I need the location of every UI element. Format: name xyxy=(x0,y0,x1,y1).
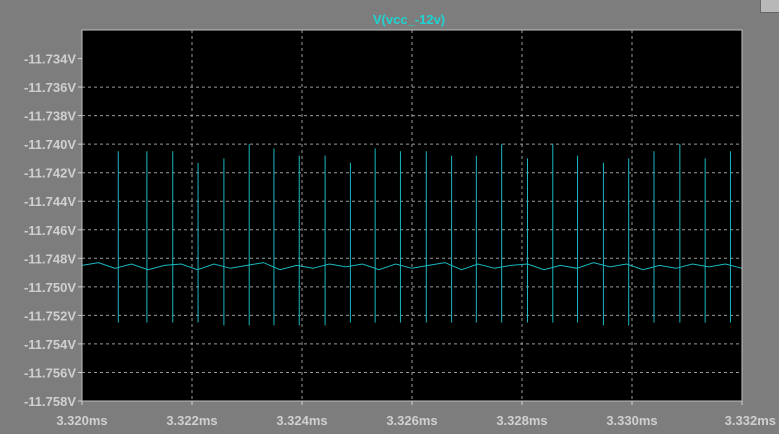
y-tick-label: -11.746V xyxy=(24,223,76,238)
x-tick-label: 3.326ms xyxy=(386,413,437,428)
y-tick-label: -11.742V xyxy=(24,166,76,181)
x-tick-label: 3.330ms xyxy=(606,413,657,428)
x-tick-label: 3.332ms xyxy=(725,413,776,428)
y-tick-label: -11.752V xyxy=(24,308,76,323)
y-tick-label: -11.734V xyxy=(24,52,76,67)
y-tick-label: -11.736V xyxy=(24,80,76,95)
y-tick-label: -11.740V xyxy=(24,137,76,152)
y-tick-label: -11.756V xyxy=(24,365,76,380)
y-tick-label: -11.754V xyxy=(24,337,76,352)
y-tick-label: -11.748V xyxy=(24,251,76,266)
y-tick-label: -11.750V xyxy=(24,280,76,295)
trace-layer xyxy=(81,144,743,326)
y-tick-label: -11.738V xyxy=(24,109,76,124)
y-tick-label: -11.744V xyxy=(24,194,76,209)
x-tick-label: 3.322ms xyxy=(166,413,217,428)
window-corner-icon[interactable] xyxy=(760,0,779,13)
y-tick-label: -11.758V xyxy=(24,394,76,409)
x-tick-label: 3.320ms xyxy=(56,413,107,428)
y-axis: -11.734V -11.736V -11.738V -11.740V -11.742V… xyxy=(24,52,82,409)
series-line xyxy=(81,262,743,271)
x-tick-label: 3.324ms xyxy=(276,413,327,428)
x-tick-label: 3.328ms xyxy=(496,413,547,428)
trace-title[interactable]: V(vcc_-12v) xyxy=(373,12,445,27)
x-axis: 3.320ms 3.322ms 3.324ms 3.326ms 3.328ms 3.330… xyxy=(56,401,776,428)
